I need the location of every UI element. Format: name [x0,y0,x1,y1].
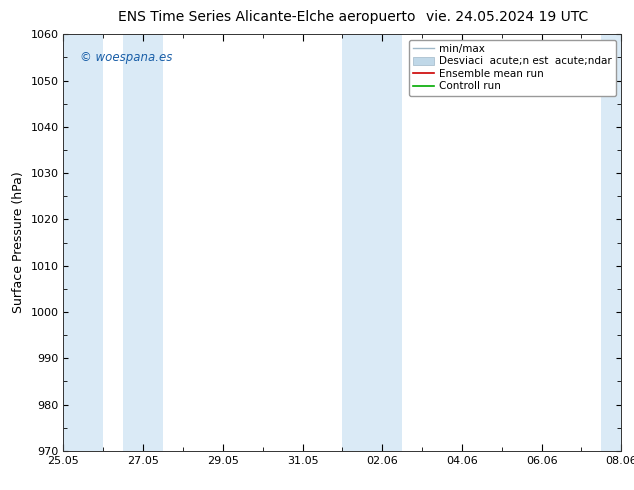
Text: vie. 24.05.2024 19 UTC: vie. 24.05.2024 19 UTC [426,10,588,24]
Bar [342,34,402,451]
Bar [602,34,621,451]
Text: ENS Time Series Alicante-Elche aeropuerto: ENS Time Series Alicante-Elche aeropuert… [117,10,415,24]
Legend: min/max, Desviaci  acute;n est  acute;ndar, Ensemble mean run, Controll run: min/max, Desviaci acute;n est acute;ndar… [409,40,616,96]
Y-axis label: Surface Pressure (hPa): Surface Pressure (hPa) [12,172,25,314]
Text: © woespana.es: © woespana.es [80,51,172,64]
Bar [123,34,163,451]
Bar [63,34,103,451]
